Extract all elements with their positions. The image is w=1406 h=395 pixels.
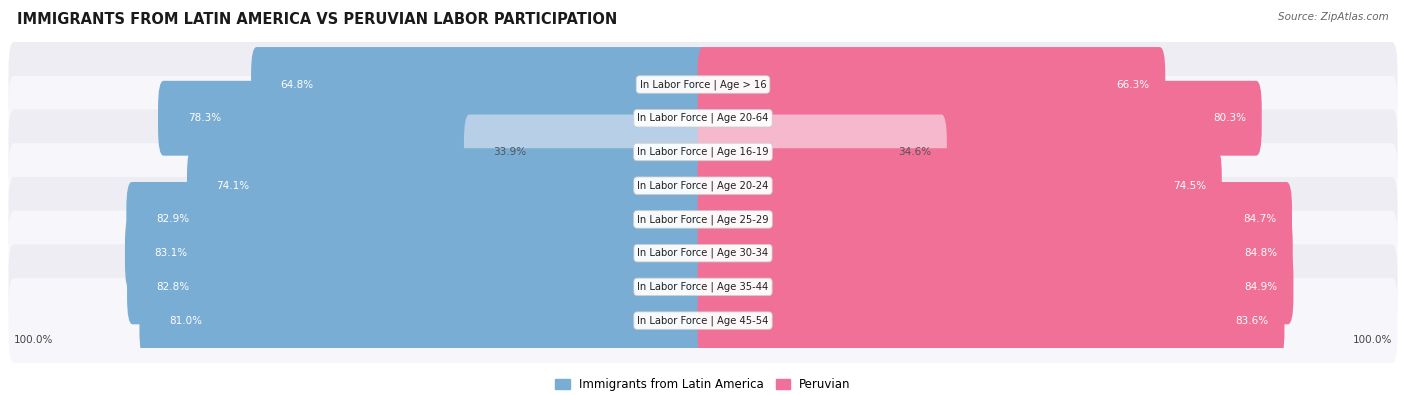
Text: 81.0%: 81.0% (169, 316, 202, 325)
Text: 82.9%: 82.9% (156, 214, 188, 224)
FancyBboxPatch shape (127, 250, 709, 324)
Text: 34.6%: 34.6% (898, 147, 931, 157)
Text: In Labor Force | Age 35-44: In Labor Force | Age 35-44 (637, 282, 769, 292)
FancyBboxPatch shape (252, 47, 709, 122)
FancyBboxPatch shape (697, 283, 1285, 358)
Text: 74.5%: 74.5% (1173, 181, 1206, 191)
Text: 100.0%: 100.0% (1353, 335, 1392, 345)
Text: 83.6%: 83.6% (1236, 316, 1268, 325)
Text: In Labor Force | Age 45-54: In Labor Force | Age 45-54 (637, 315, 769, 326)
FancyBboxPatch shape (464, 115, 709, 190)
Text: In Labor Force | Age 20-64: In Labor Force | Age 20-64 (637, 113, 769, 124)
Text: 83.1%: 83.1% (155, 248, 188, 258)
FancyBboxPatch shape (8, 109, 1398, 194)
Text: 74.1%: 74.1% (217, 181, 250, 191)
Text: In Labor Force | Age 25-29: In Labor Force | Age 25-29 (637, 214, 769, 225)
FancyBboxPatch shape (8, 245, 1398, 329)
Text: 33.9%: 33.9% (494, 147, 527, 157)
FancyBboxPatch shape (127, 182, 709, 257)
FancyBboxPatch shape (8, 42, 1398, 127)
FancyBboxPatch shape (187, 148, 709, 223)
FancyBboxPatch shape (697, 81, 1261, 156)
Text: 84.9%: 84.9% (1244, 282, 1278, 292)
Text: In Labor Force | Age > 16: In Labor Force | Age > 16 (640, 79, 766, 90)
Text: IMMIGRANTS FROM LATIN AMERICA VS PERUVIAN LABOR PARTICIPATION: IMMIGRANTS FROM LATIN AMERICA VS PERUVIA… (17, 12, 617, 27)
Text: In Labor Force | Age 30-34: In Labor Force | Age 30-34 (637, 248, 769, 258)
FancyBboxPatch shape (8, 143, 1398, 228)
FancyBboxPatch shape (8, 76, 1398, 161)
FancyBboxPatch shape (125, 216, 709, 291)
FancyBboxPatch shape (157, 81, 709, 156)
Text: 64.8%: 64.8% (281, 79, 314, 90)
Text: In Labor Force | Age 16-19: In Labor Force | Age 16-19 (637, 147, 769, 157)
FancyBboxPatch shape (697, 250, 1294, 324)
FancyBboxPatch shape (8, 177, 1398, 262)
Text: 78.3%: 78.3% (187, 113, 221, 123)
Text: In Labor Force | Age 20-24: In Labor Force | Age 20-24 (637, 181, 769, 191)
Text: 80.3%: 80.3% (1213, 113, 1246, 123)
FancyBboxPatch shape (8, 278, 1398, 363)
Text: 66.3%: 66.3% (1116, 79, 1150, 90)
FancyBboxPatch shape (697, 47, 1166, 122)
FancyBboxPatch shape (697, 115, 946, 190)
Text: 84.8%: 84.8% (1244, 248, 1277, 258)
FancyBboxPatch shape (139, 283, 709, 358)
Text: 100.0%: 100.0% (14, 335, 53, 345)
Text: Source: ZipAtlas.com: Source: ZipAtlas.com (1278, 12, 1389, 22)
FancyBboxPatch shape (8, 211, 1398, 295)
Text: 82.8%: 82.8% (156, 282, 190, 292)
FancyBboxPatch shape (697, 216, 1292, 291)
FancyBboxPatch shape (697, 148, 1222, 223)
Text: 84.7%: 84.7% (1243, 214, 1277, 224)
Legend: Immigrants from Latin America, Peruvian: Immigrants from Latin America, Peruvian (551, 373, 855, 395)
FancyBboxPatch shape (697, 182, 1292, 257)
